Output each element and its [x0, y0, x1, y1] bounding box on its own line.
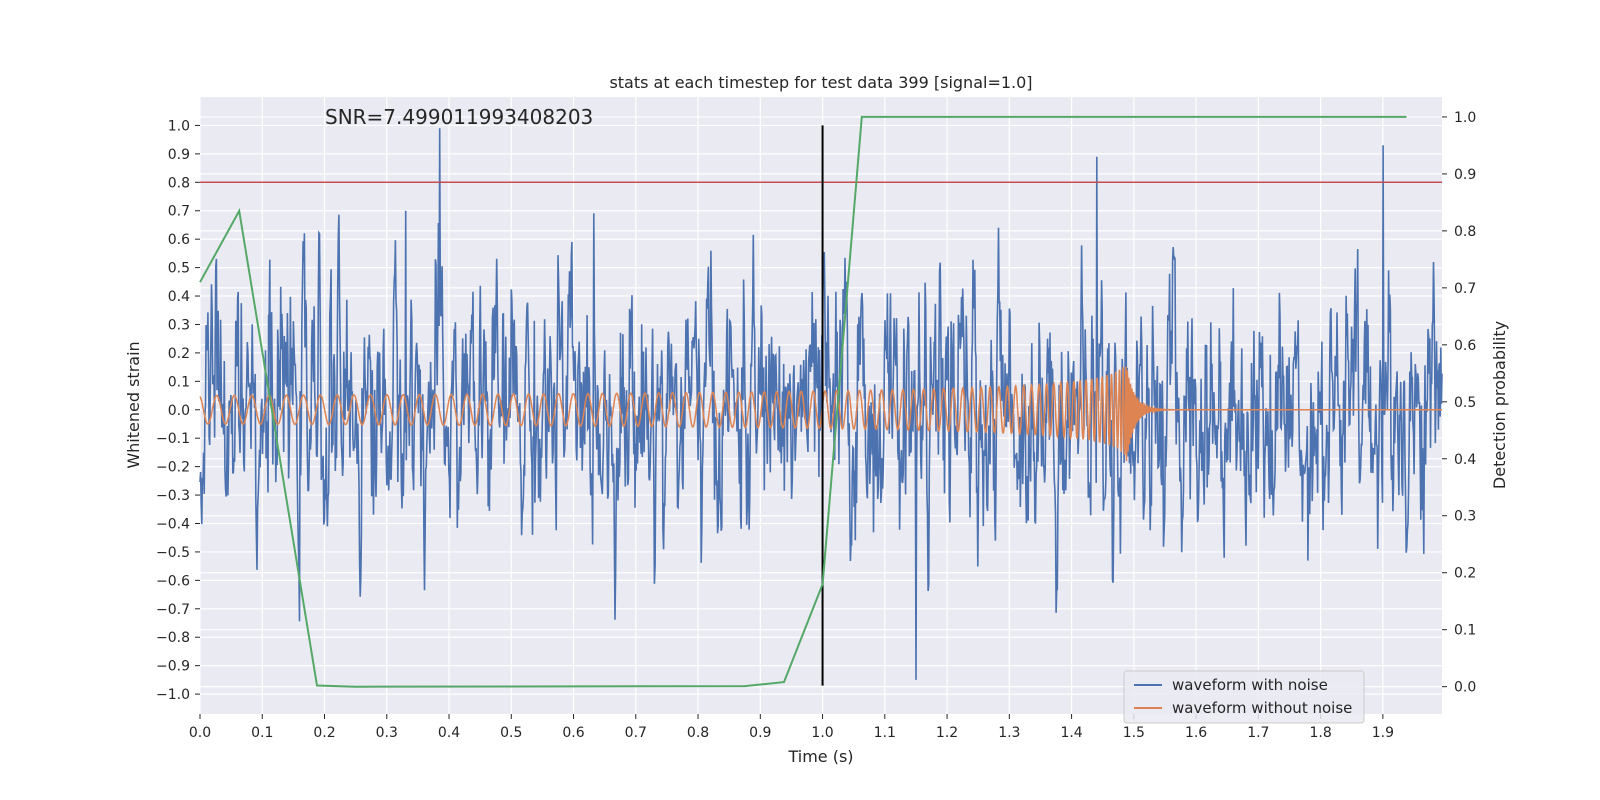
x-tick-label: 0.9	[749, 725, 771, 741]
x-tick-label: 1.4	[1060, 725, 1082, 741]
x-tick-label: 0.7	[625, 725, 647, 741]
x-tick-label: 1.1	[874, 725, 896, 741]
y-tick-label-right: 0.6	[1454, 338, 1476, 354]
legend-label-noisy: waveform with noise	[1172, 676, 1328, 694]
x-tick-label: 0.4	[438, 725, 460, 741]
y-tick-label-right: 0.4	[1454, 452, 1476, 468]
y-tick-label-left: 0.7	[168, 204, 190, 220]
y-tick-label-left: −0.4	[156, 516, 190, 532]
y-tick-label-right: 0.7	[1454, 281, 1476, 297]
chart-title: stats at each timestep for test data 399…	[609, 73, 1032, 92]
noisy-waveform-line	[199, 128, 1443, 680]
y-tick-label-left: −0.6	[156, 573, 190, 589]
x-tick-label: 1.6	[1185, 725, 1207, 741]
y-axis-label-left: Whitened strain	[124, 341, 143, 468]
clean-waveform-line	[199, 366, 1442, 462]
x-tick-label: 0.6	[562, 725, 584, 741]
y-tick-label-left: −0.3	[156, 488, 190, 504]
x-tick-label: 0.1	[251, 725, 273, 741]
y-tick-label-left: 0.5	[168, 261, 190, 277]
y-tick-label-left: 0.6	[168, 232, 190, 248]
legend: waveform with noise waveform without noi…	[1123, 670, 1365, 724]
x-axis-label: Time (s)	[787, 747, 853, 766]
x-tick-label: 0.3	[376, 725, 398, 741]
y-tick-label-left: 0.2	[168, 346, 190, 362]
y-tick-label-left: −0.2	[156, 460, 190, 476]
x-tick-label: 1.8	[1309, 725, 1331, 741]
y-tick-label-left: 0.3	[168, 317, 190, 333]
y-axis-label-right: Detection probability	[1490, 321, 1509, 489]
y-tick-label-right: 0.1	[1454, 623, 1476, 639]
y-tick-label-right: 0.2	[1454, 566, 1476, 582]
y-tick-label-right: 0.3	[1454, 509, 1476, 525]
y-tick-label-left: −0.1	[156, 431, 190, 447]
y-tick-label-left: 0.1	[168, 374, 190, 390]
y-tick-label-left: 1.0	[168, 118, 190, 134]
x-tick-label: 1.2	[936, 725, 958, 741]
y-tick-label-right: 0.9	[1454, 167, 1476, 183]
y-tick-label-right: 0.5	[1454, 395, 1476, 411]
legend-label-clean: waveform without noise	[1172, 699, 1352, 717]
legend-box	[1123, 670, 1365, 724]
x-tick-label: 0.5	[500, 725, 522, 741]
y-tick-label-left: 0.4	[168, 289, 190, 305]
x-tick-label: 1.0	[811, 725, 833, 741]
x-tick-label: 1.3	[998, 725, 1020, 741]
y-tick-label-left: 0.8	[168, 175, 190, 191]
axis-ticks: 0.0 0.1 0.2 0.3 0.4 0.5 0.6 0.7 0.8 0.9 1.0 1.1 1.2 1…	[156, 110, 1476, 741]
y-tick-label-left: 0.9	[168, 147, 190, 163]
snr-annotation: SNR=7.499011993408203	[325, 105, 593, 129]
x-tick-label: 0.0	[189, 725, 211, 741]
y-tick-label-right: 0.8	[1454, 224, 1476, 240]
y-tick-label-left: −0.7	[156, 602, 190, 618]
y-tick-label-left: −0.8	[156, 630, 190, 646]
y-tick-label-right: 0.0	[1454, 680, 1476, 696]
y-tick-label-left: −1.0	[156, 687, 190, 703]
y-tick-label-right: 1.0	[1454, 110, 1476, 126]
x-tick-label: 1.9	[1372, 725, 1394, 741]
detection-probability-line	[199, 115, 1407, 688]
y-tick-label-left: −0.9	[156, 659, 190, 675]
x-tick-label: 0.2	[313, 725, 335, 741]
plot-lines	[199, 115, 1443, 688]
x-tick-label: 0.8	[687, 725, 709, 741]
y-tick-label-left: 0.0	[168, 403, 190, 419]
y-tick-label-left: −0.5	[156, 545, 190, 561]
x-tick-label: 1.7	[1247, 725, 1269, 741]
grid	[199, 97, 1442, 714]
x-tick-label: 1.5	[1123, 725, 1145, 741]
